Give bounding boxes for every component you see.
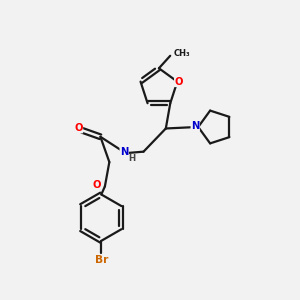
Text: N: N [120,147,128,157]
Text: N: N [191,121,200,130]
Text: Br: Br [94,255,108,265]
Text: CH₃: CH₃ [173,49,190,58]
Text: O: O [92,180,101,190]
Text: H: H [129,154,136,163]
Text: O: O [175,76,183,87]
Text: O: O [74,123,83,133]
